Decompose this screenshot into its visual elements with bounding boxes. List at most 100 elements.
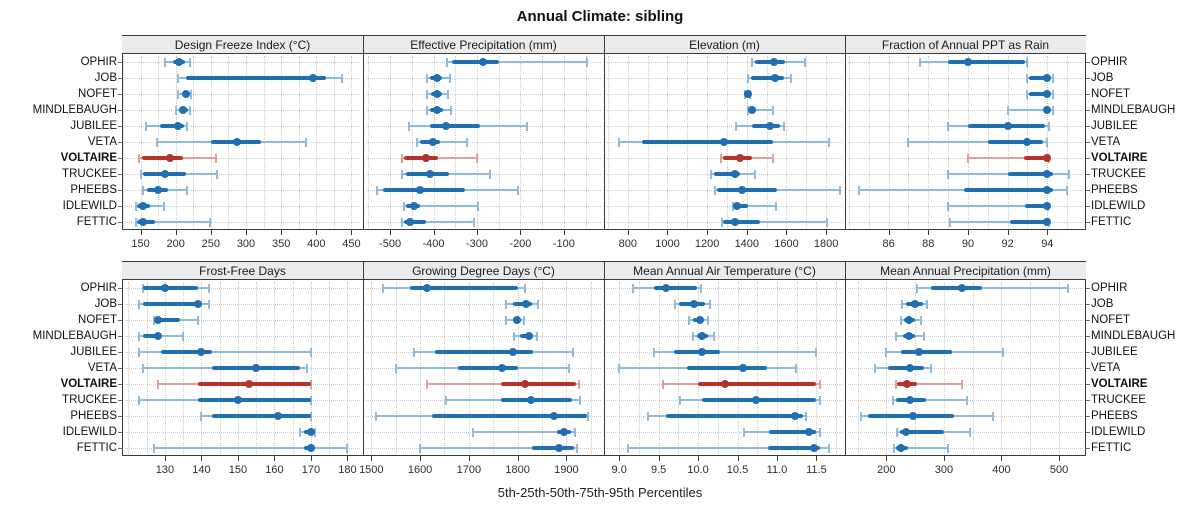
whisker-cap-low	[618, 363, 621, 373]
percentile-median-dot	[766, 122, 775, 130]
whisker-cap-low	[894, 379, 897, 389]
percentile-iqr-line	[197, 382, 311, 386]
strip-label: Frost-Free Days	[199, 264, 286, 278]
axis-tick-label: 170	[301, 464, 321, 476]
axis-tick	[1047, 230, 1048, 235]
site-label-left: VOLTAIRE	[60, 151, 117, 164]
row-tick-left	[118, 368, 122, 369]
percentile-iqr-line	[403, 156, 438, 160]
site-label-left: VOLTAIRE	[60, 377, 117, 390]
percentile-range-line	[732, 205, 777, 207]
percentile-iqr-line	[674, 350, 721, 354]
percentile-iqr-line	[1025, 204, 1048, 208]
row-tick-left	[118, 416, 122, 417]
axis-tick-label: 1000	[655, 238, 680, 250]
whisker-cap-low	[617, 137, 620, 147]
percentile-iqr-line	[404, 220, 426, 224]
whisker-cap-high	[449, 105, 452, 115]
whisker-cap-high	[304, 137, 307, 147]
row-tick-right	[1086, 190, 1090, 191]
percentile-median-dot	[550, 412, 559, 420]
row-tick-right	[1086, 352, 1090, 353]
percentile-median-dot	[1003, 122, 1012, 130]
whisker-cap-high	[1052, 73, 1055, 83]
site-label-left: TRUCKEE	[62, 393, 117, 406]
percentile-median-dot	[905, 396, 914, 404]
site-label-left: VETA	[87, 361, 117, 374]
gridline-horizontal	[366, 110, 601, 112]
row-tick-left	[118, 336, 122, 337]
percentile-iqr-line	[197, 398, 311, 402]
percentile-range-line	[135, 205, 165, 207]
whisker-cap-high	[1048, 121, 1051, 131]
percentile-range-line	[139, 351, 311, 353]
panel-strip: Mean Annual Air Temperature (°C)	[604, 262, 845, 280]
percentile-iqr-line	[452, 60, 499, 64]
percentile-range-line	[948, 205, 1049, 207]
percentile-median-dot	[905, 364, 914, 372]
site-label-left: JOB	[94, 297, 117, 310]
axis-tick	[520, 230, 521, 235]
panel-separator	[363, 35, 364, 230]
percentile-iqr-line	[382, 188, 466, 192]
percentile-median-dot	[661, 284, 670, 292]
site-label-right: VETA	[1091, 361, 1121, 374]
whisker-cap-low	[415, 137, 418, 147]
axis-tick-label: 88	[922, 238, 935, 250]
percentile-iqr-line	[665, 414, 803, 418]
percentile-iqr-line	[186, 76, 327, 80]
axis-tick	[351, 230, 352, 235]
row-tick-right	[1086, 304, 1090, 305]
site-label-right: VOLTAIRE	[1091, 377, 1148, 390]
whisker-cap-high	[346, 443, 349, 453]
axis-tick	[786, 230, 787, 235]
site-label-right: PHEEBS	[1091, 183, 1138, 196]
axis-tick-label: 180	[338, 464, 357, 476]
gridline-horizontal	[366, 206, 601, 208]
percentile-median-dot	[441, 122, 450, 130]
gridline-horizontal	[125, 222, 360, 224]
percentile-iqr-line	[1009, 220, 1049, 224]
axis-tick-label: 400	[992, 464, 1011, 476]
whisker-cap-high	[568, 363, 571, 373]
whisker-cap-high	[772, 105, 775, 115]
whisker-cap-low	[375, 411, 378, 421]
whisker-cap-high	[577, 379, 580, 389]
whisker-cap-low	[709, 169, 712, 179]
axis-tick-label: -500	[379, 238, 402, 250]
gridline-horizontal	[366, 304, 601, 306]
gridline-horizontal	[125, 336, 360, 338]
gridline-horizontal	[607, 78, 842, 80]
whisker-cap-low	[504, 299, 507, 309]
percentile-range-line	[1007, 109, 1054, 111]
percentile-median-dot	[743, 90, 752, 98]
axis-tick-label: 9.0	[611, 464, 627, 476]
percentile-median-dot	[910, 300, 919, 308]
percentile-median-dot	[1023, 138, 1032, 146]
whisker-cap-high	[571, 347, 574, 357]
percentile-median-dot	[526, 396, 535, 404]
percentile-iqr-line	[501, 398, 572, 402]
percentile-median-dot	[719, 138, 728, 146]
axis-tick-label: 11.5	[806, 464, 827, 476]
whisker-cap-high	[447, 89, 450, 99]
whisker-cap-low	[859, 411, 862, 421]
percentile-range-line	[627, 447, 829, 449]
whisker-cap-high	[828, 443, 830, 453]
axis-tick-label: -300	[465, 238, 488, 250]
row-tick-left	[118, 432, 122, 433]
percentile-iqr-line	[769, 430, 817, 434]
percentile-range-line	[403, 205, 478, 207]
whisker-cap-high	[930, 363, 933, 373]
percentile-median-dot	[805, 428, 814, 436]
axis-tick	[477, 230, 478, 235]
percentile-median-dot	[560, 428, 569, 436]
axis-tick-label: 1700	[456, 464, 482, 476]
whisker-cap-low	[155, 137, 158, 147]
whisker-cap-low	[720, 217, 723, 227]
gridline-horizontal	[125, 206, 360, 208]
whisker-cap-high	[819, 395, 822, 405]
axis-tick-label: 140	[192, 464, 211, 476]
whisker-cap-low	[746, 73, 749, 83]
site-label-left: MINDLEBAUGH	[32, 329, 117, 342]
